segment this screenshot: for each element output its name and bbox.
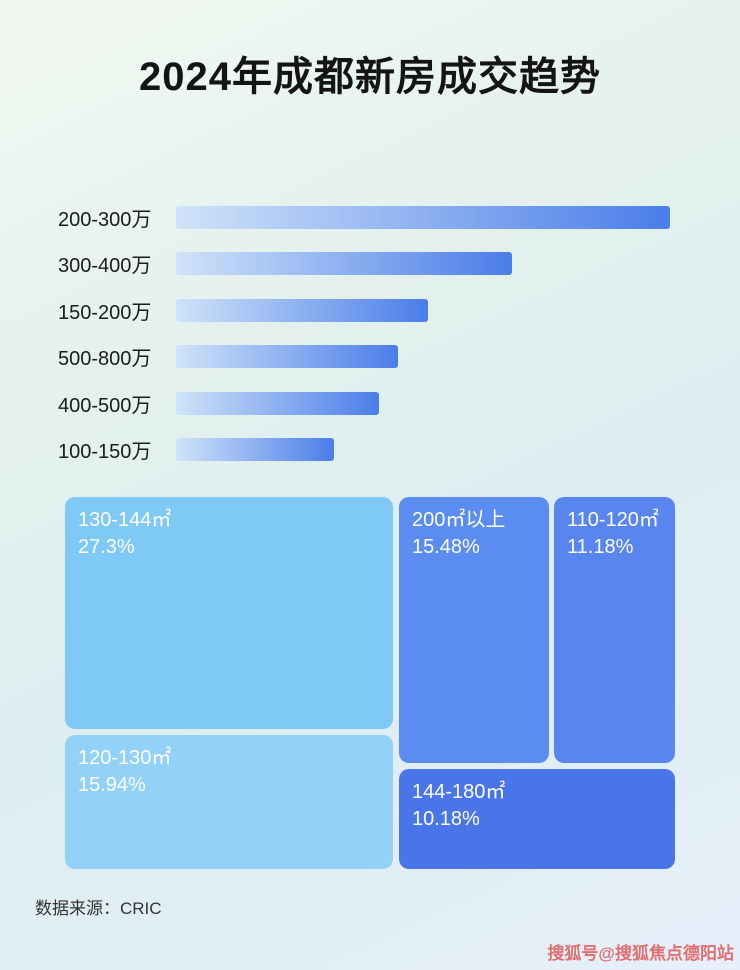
bar-label: 150-200万 <box>58 301 152 324</box>
watermark-text: 搜狐号@搜狐焦点德阳站 <box>547 944 734 963</box>
bar <box>176 438 335 462</box>
bar-track <box>176 298 670 322</box>
bar <box>176 205 670 229</box>
treemap-block-label: 130-144㎡ <box>78 509 172 531</box>
bar-label: 300-400万 <box>58 255 152 278</box>
bar <box>176 252 512 276</box>
treemap-block: 120-130㎡ 15.94% <box>65 735 393 869</box>
data-source-label: 数据来源：CRIC <box>35 899 162 918</box>
bar-row: 100-150万 <box>58 427 670 474</box>
treemap-block: 130-144㎡ 27.3% <box>65 497 393 729</box>
bar-label: 500-800万 <box>58 348 152 371</box>
bar-track <box>176 345 670 369</box>
bar-track <box>176 252 670 276</box>
treemap-block: 110-120㎡ 11.18% <box>554 497 675 763</box>
treemap-block-label: 110-120㎡ <box>567 509 659 531</box>
treemap-chart: 130-144㎡ 27.3% 120-130㎡ 15.94% 200㎡以上 15… <box>65 497 675 869</box>
bar-label: 200-300万 <box>58 208 152 231</box>
bar-row: 200-300万 <box>58 194 670 241</box>
bar <box>176 345 399 369</box>
treemap-block-percent: 27.3% <box>78 536 135 558</box>
bar-row: 500-800万 <box>58 334 670 381</box>
bar-row: 150-200万 <box>58 287 670 334</box>
treemap-block-label: 200㎡以上 <box>412 509 506 531</box>
page-title: 2024年成都新房成交趋势 <box>139 55 601 99</box>
treemap-block-percent: 15.48% <box>412 536 480 558</box>
treemap-block-percent: 11.18% <box>567 536 634 558</box>
treemap-block-label: 120-130㎡ <box>78 747 172 769</box>
treemap-block: 200㎡以上 15.48% <box>399 497 549 763</box>
bar-track <box>176 391 670 415</box>
treemap-block-percent: 15.94% <box>78 774 146 796</box>
bar-chart-rows: 200-300万 300-400万 150-200万 500-800万 400-500万… <box>58 194 670 473</box>
bar-label: 400-500万 <box>58 394 152 417</box>
bar-row: 300-400万 <box>58 241 670 288</box>
bar-track <box>176 205 670 229</box>
bar-chart: 200-300万 300-400万 150-200万 500-800万 400-500万… <box>58 194 670 473</box>
bar <box>176 391 379 415</box>
treemap-block-label: 144-180㎡ <box>412 781 506 803</box>
bar-track <box>176 438 670 462</box>
treemap-block-percent: 10.18% <box>412 808 480 830</box>
treemap-block: 144-180㎡ 10.18% <box>399 769 675 869</box>
bar <box>176 298 428 322</box>
bar-label: 100-150万 <box>58 441 152 464</box>
bar-row: 400-500万 <box>58 380 670 427</box>
